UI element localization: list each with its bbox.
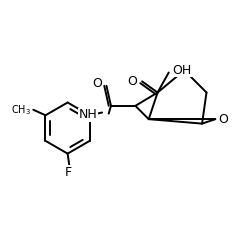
Text: F: F (65, 166, 72, 179)
Text: O: O (92, 77, 102, 90)
Text: O: O (127, 75, 137, 88)
Text: O: O (218, 113, 228, 126)
Text: OH: OH (171, 64, 191, 77)
Text: CH$_3$: CH$_3$ (11, 103, 31, 117)
Text: NH: NH (79, 108, 97, 121)
